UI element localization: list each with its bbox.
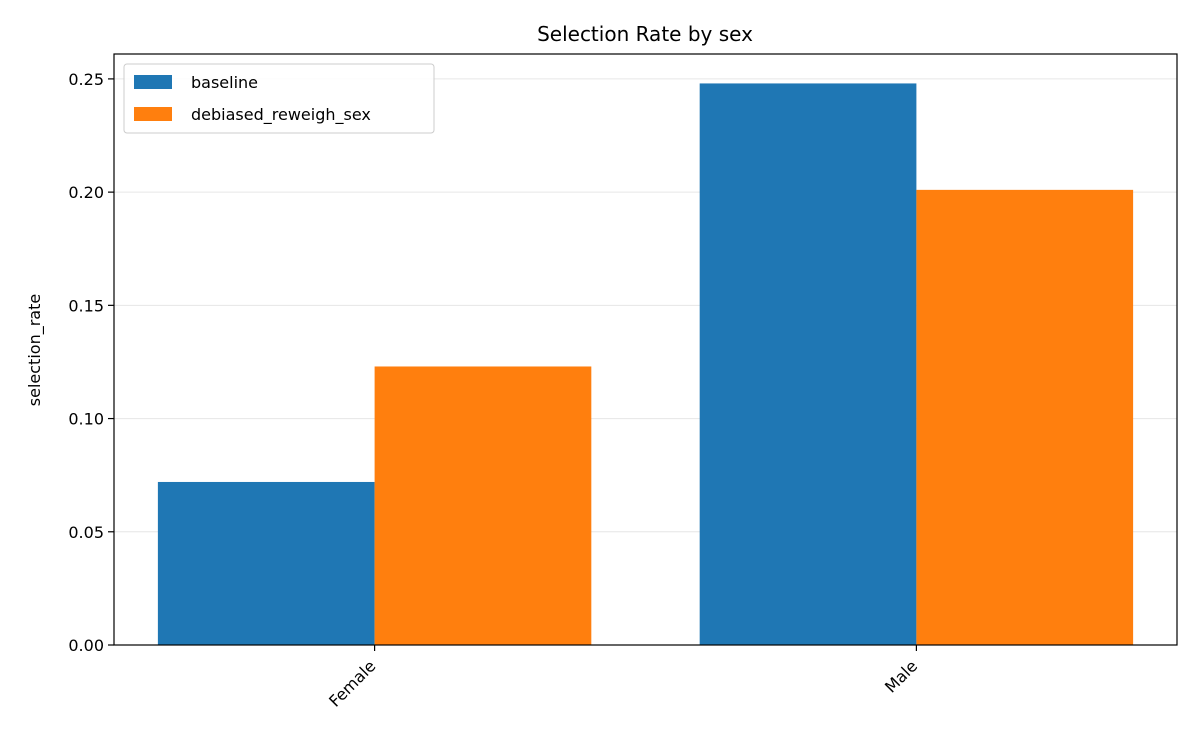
y-tick-label: 0.00 (68, 636, 104, 655)
y-tick-label: 0.10 (68, 410, 104, 429)
bar-baseline-Male (699, 83, 917, 646)
legend-label-debiased_reweigh_sex: debiased_reweigh_sex (191, 105, 371, 125)
y-tick-label: 0.25 (68, 70, 104, 89)
bar-baseline-Female (157, 481, 375, 645)
bar-debiased_reweigh_sex-Male (916, 189, 1134, 646)
y-tick-label: 0.15 (68, 296, 104, 315)
y-tick-label: 0.05 (68, 523, 104, 542)
legend-label-baseline: baseline (191, 73, 258, 92)
y-tick-label: 0.20 (68, 183, 104, 202)
x-axis-ticks: Female Male (325, 645, 921, 711)
chart-title: Selection Rate by sex (537, 22, 753, 46)
y-axis-ticks: 0.00 0.05 0.10 0.15 0.20 0.25 (68, 70, 114, 655)
x-tick-label: Male (881, 656, 921, 696)
bars (157, 83, 1134, 646)
bar-debiased_reweigh_sex-Female (374, 366, 592, 645)
x-tick-label: Female (325, 656, 379, 710)
y-axis-label: selection_rate (25, 294, 45, 406)
plot-frame (113, 53, 1178, 646)
legend-box (123, 63, 435, 134)
legend-swatch-baseline (134, 75, 172, 89)
legend: baseline debiased_reweigh_sex (123, 63, 435, 134)
legend-swatch-debiased_reweigh_sex (134, 107, 172, 121)
